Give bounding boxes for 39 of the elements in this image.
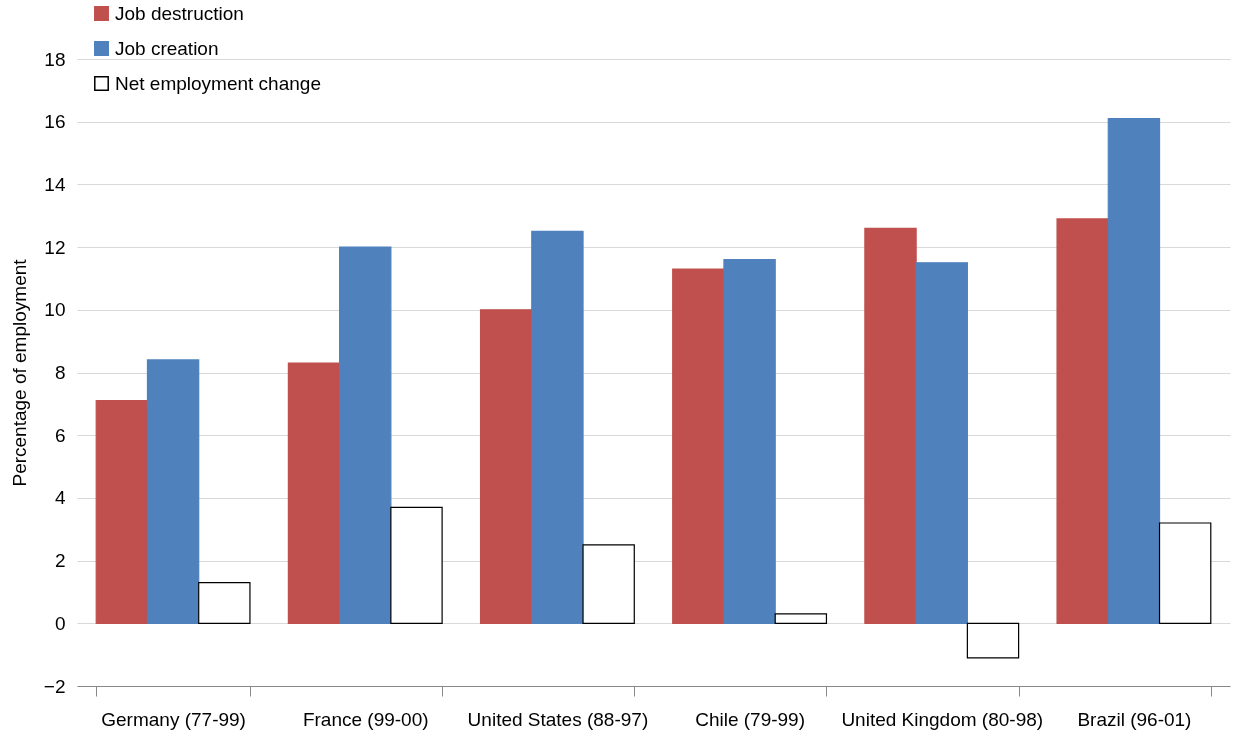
y-tick-label: −2 [43, 675, 66, 697]
bar [531, 230, 584, 624]
bar [582, 544, 635, 624]
bar [1107, 117, 1161, 624]
bar [479, 309, 533, 624]
bar [966, 622, 1020, 659]
bar [672, 268, 725, 624]
legend-label: Net employment change [115, 72, 321, 94]
y-tick-label: 10 [44, 299, 66, 321]
y-tick-label: 12 [44, 236, 66, 258]
legend-label: Job destruction [115, 2, 244, 24]
x-tick-label: Chile (79-99) [695, 708, 805, 730]
bar [1158, 522, 1212, 624]
y-tick-label: 16 [44, 111, 66, 133]
x-tick-label: France (99-00) [302, 708, 429, 730]
x-tick-label: Brazil (96-01) [1077, 708, 1192, 730]
bar [915, 262, 968, 624]
y-tick-label: 0 [54, 612, 66, 634]
bar [95, 400, 149, 624]
bar [723, 259, 776, 624]
y-tick-label: 8 [54, 362, 66, 383]
x-tick-label: United States (88-97) [467, 708, 649, 730]
bar [774, 613, 828, 624]
x-tick-label: United Kingdom (80-98) [841, 708, 1044, 730]
bar [146, 359, 200, 624]
y-axis-title: Percentage of employment [8, 258, 30, 487]
x-tick-label: Germany (77-99) [101, 708, 246, 730]
bar [198, 581, 251, 624]
bar [287, 362, 341, 624]
y-tick-label: 6 [54, 424, 66, 446]
bar [864, 227, 917, 624]
y-tick-label: 2 [54, 550, 66, 572]
bar [390, 506, 443, 624]
y-tick-label: 4 [54, 487, 66, 509]
legend-label: Job creation [115, 37, 219, 59]
bar [1056, 218, 1109, 624]
y-tick-label: 14 [44, 173, 66, 195]
bar [339, 246, 392, 624]
y-tick-label: 18 [44, 48, 66, 70]
